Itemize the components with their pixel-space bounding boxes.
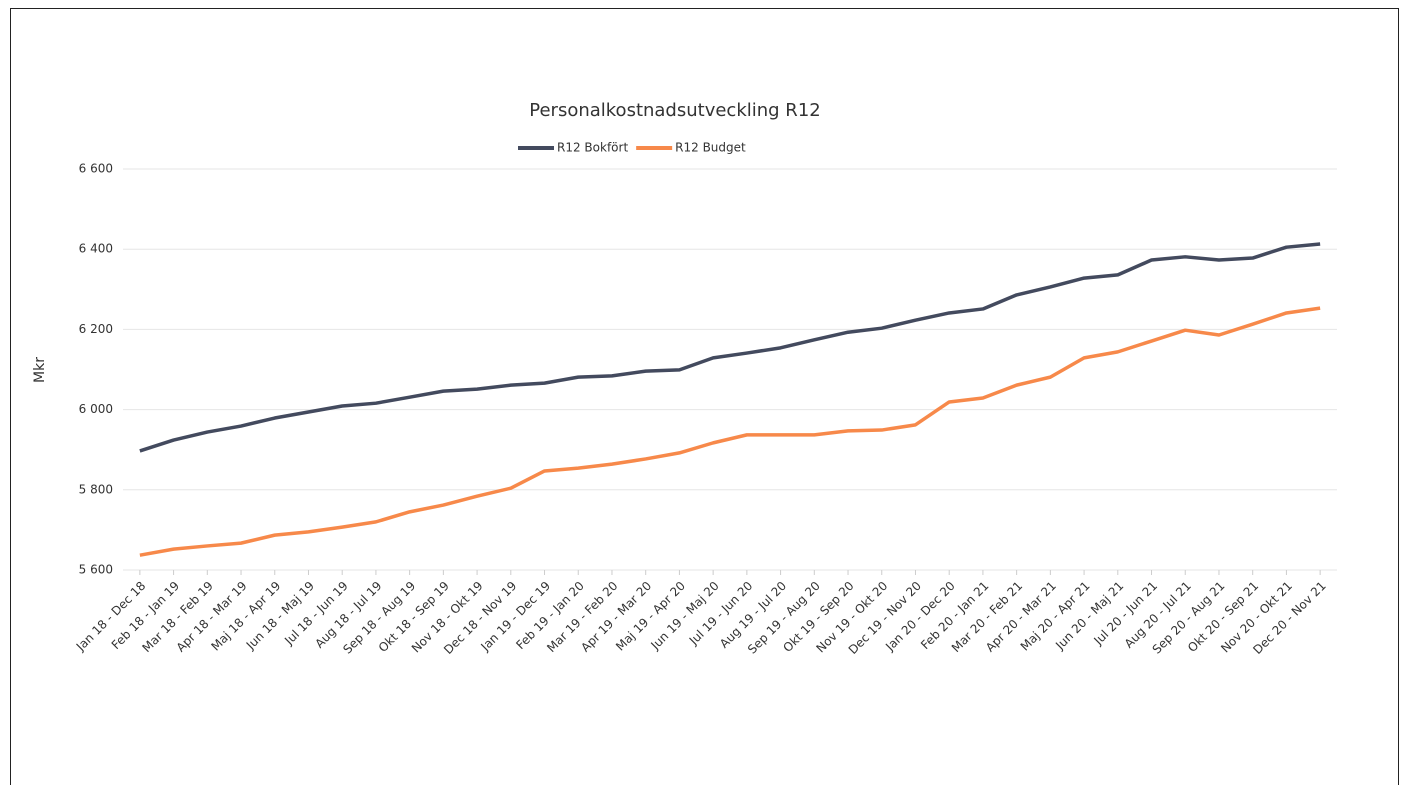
y-axis-label: Mkr <box>32 357 48 383</box>
frame <box>10 8 1399 785</box>
y-tick-label: 6 000 <box>79 402 113 416</box>
y-tick-label: 6 200 <box>79 322 113 336</box>
line-series <box>139 306 1321 557</box>
legend-label: R12 Budget <box>675 141 746 155</box>
y-tick-label: 5 800 <box>79 482 113 496</box>
legend-label: R12 Bokfört <box>557 141 628 155</box>
y-tick-label: 6 600 <box>79 162 113 176</box>
y-tick-label: 5 600 <box>79 563 113 577</box>
line-series <box>139 242 1321 453</box>
y-tick-label: 6 400 <box>79 242 113 256</box>
chart-title: Personalkostnadsutveckling R12 <box>529 100 820 121</box>
